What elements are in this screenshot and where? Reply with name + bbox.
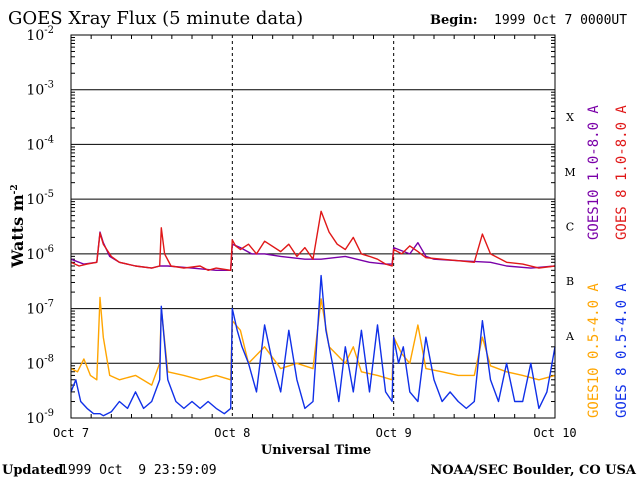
- legend-entry-2: GOES 8 1.0-8.0 A: [614, 105, 630, 240]
- plot-frame: [70, 34, 556, 419]
- y-tick-label: 10-7: [26, 299, 54, 318]
- series-line-1: [70, 231, 556, 271]
- y-tick-label: 10-2: [26, 25, 54, 44]
- flare-class-label: C: [566, 221, 574, 234]
- updated-value: 1999 Oct 9 23:59:09: [60, 463, 217, 478]
- minor-ticks: [71, 35, 555, 418]
- y-tick-base: 10: [26, 83, 44, 99]
- grid-lines: [71, 35, 555, 418]
- y-tick-exponent: -2: [44, 25, 54, 36]
- flare-class-labels: X M C B A: [564, 111, 575, 343]
- y-tick-base: 10: [26, 28, 44, 44]
- y-tick-labels: 10-210-310-410-510-610-710-810-9: [26, 25, 54, 427]
- series-line-4: [70, 274, 556, 417]
- legend: GOES10 1.0-8.0 A GOES 8 1.0-8.0 A GOES10 0…: [586, 105, 630, 418]
- begin-label: Begin:: [430, 13, 478, 28]
- series-layer: [70, 210, 556, 417]
- y-tick-label: 10-9: [26, 408, 54, 427]
- series-line-2: [70, 210, 556, 271]
- x-tick-label: Oct 7: [53, 426, 89, 440]
- legend-entry-1: GOES10 1.0-8.0 A: [586, 105, 602, 240]
- y-tick-base: 10: [26, 192, 44, 208]
- y-tick-exponent: -9: [44, 408, 54, 419]
- y-tick-exponent: -7: [44, 299, 54, 310]
- y-tick-exponent: -8: [44, 353, 54, 364]
- y-tick-label: 10-6: [26, 244, 54, 263]
- y-tick-exponent: -4: [44, 134, 54, 145]
- chart-title: GOES Xray Flux (5 minute data): [8, 8, 303, 29]
- y-tick-label: 10-3: [26, 80, 54, 99]
- y-tick-exponent: -3: [44, 80, 54, 91]
- y-tick-base: 10: [26, 137, 44, 153]
- flare-class-label: X: [566, 111, 574, 124]
- y-axis-label: Watts m-2: [8, 184, 27, 268]
- y-tick-exponent: -6: [44, 244, 54, 255]
- y-tick-base: 10: [26, 411, 44, 427]
- x-axis-label: Universal Time: [261, 443, 371, 458]
- begin-value: 1999 Oct 7 0000UT: [494, 13, 627, 28]
- legend-entry-3: GOES10 0.5-4.0 A: [586, 283, 602, 418]
- y-tick-base: 10: [26, 302, 44, 318]
- updated-label: Updated: [2, 463, 63, 478]
- y-axis-label-sup: -2: [10, 184, 20, 194]
- x-tick-label: Oct 8: [214, 426, 250, 440]
- x-tick-labels: Oct 7 Oct 8 Oct 9 Oct 10: [53, 426, 577, 440]
- y-tick-label: 10-8: [26, 353, 54, 372]
- y-tick-label: 10-4: [26, 134, 54, 153]
- flare-class-label: M: [564, 166, 575, 179]
- y-tick-base: 10: [26, 247, 44, 263]
- x-tick-label: Oct 10: [533, 426, 576, 440]
- flare-class-label: A: [565, 330, 575, 343]
- credit-text: NOAA/SEC Boulder, CO USA: [430, 463, 637, 478]
- y-axis-label-text: Watts m: [8, 194, 27, 268]
- y-tick-label: 10-5: [26, 189, 54, 208]
- flare-class-label: B: [566, 275, 574, 288]
- y-tick-base: 10: [26, 356, 44, 372]
- legend-entry-4: GOES 8 0.5-4.0 A: [614, 283, 630, 418]
- series-line-3: [70, 296, 556, 386]
- y-tick-exponent: -5: [44, 189, 54, 200]
- x-tick-label: Oct 9: [376, 426, 412, 440]
